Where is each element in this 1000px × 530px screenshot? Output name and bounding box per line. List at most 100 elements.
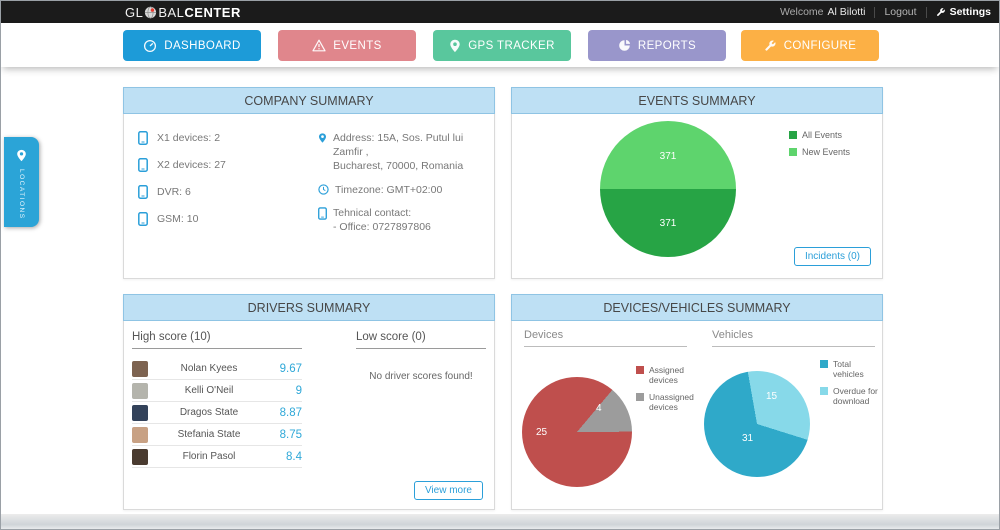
nav-label: EVENTS bbox=[333, 39, 382, 52]
driver-score: 9 bbox=[295, 384, 302, 397]
device-count-row: GSM: 10 bbox=[138, 212, 318, 226]
legend-label: Overdue for download bbox=[833, 386, 878, 406]
driver-avatar bbox=[132, 360, 148, 377]
pie-slice-value: 371 bbox=[659, 218, 677, 229]
nav-dashboard[interactable]: DASHBOARD bbox=[123, 30, 261, 61]
driver-avatar bbox=[132, 404, 148, 421]
low-score-header: Low score (0) bbox=[356, 331, 486, 349]
logout-link[interactable]: Logout bbox=[884, 6, 917, 18]
mobile-device-icon bbox=[138, 185, 148, 199]
nav-events[interactable]: EVENTS bbox=[278, 30, 416, 61]
panel-title: DRIVERS SUMMARY bbox=[123, 294, 495, 321]
logo-text-center: CENTER bbox=[184, 4, 241, 20]
device-count-row: X2 devices: 27 bbox=[138, 158, 318, 172]
events-summary-panel: EVENTS SUMMARY 371 371 All Events New Ev… bbox=[511, 87, 883, 279]
legend-label: New Events bbox=[802, 147, 851, 157]
driver-name: Nolan Kyees bbox=[180, 363, 238, 374]
legend-label: All Events bbox=[802, 130, 843, 140]
divider bbox=[874, 6, 876, 18]
driver-name: Dragos State bbox=[179, 407, 239, 418]
events-legend: All Events New Events bbox=[789, 130, 850, 157]
timezone-row: Timezone: GMT+02:00 bbox=[318, 183, 486, 197]
legend-item: Unassigned devices bbox=[636, 392, 694, 412]
vehicles-legend: Total vehicles Overdue for download bbox=[820, 359, 878, 406]
nav-label: REPORTS bbox=[637, 39, 697, 52]
device-count-row: X1 devices: 2 bbox=[138, 131, 318, 145]
driver-list-item[interactable]: Stefania State 8.75 bbox=[132, 424, 302, 446]
topbar-right: Welcome Al Bilotti Logout Settings bbox=[780, 1, 991, 23]
location-pin-icon bbox=[16, 149, 27, 162]
drivers-summary-body: High score (10) Low score (0) Nolan Kyee… bbox=[124, 321, 494, 509]
panel-title: COMPANY SUMMARY bbox=[123, 87, 495, 114]
pie-slice-value: 31 bbox=[742, 433, 754, 444]
nav-label: CONFIGURE bbox=[783, 39, 857, 52]
no-scores-message: No driver scores found! bbox=[369, 371, 473, 382]
device-count-text: DVR: 6 bbox=[157, 186, 191, 198]
nav-reports[interactable]: REPORTS bbox=[588, 30, 726, 61]
legend-item: All Events bbox=[789, 130, 850, 140]
location-pin-icon bbox=[318, 132, 327, 144]
device-count-text: GSM: 10 bbox=[157, 213, 199, 225]
top-bar: GL BAL CENTER Welcome Al Bilotti Logout bbox=[1, 1, 999, 23]
legend-item: Total vehicles bbox=[820, 359, 878, 379]
panel-title: DEVICES/VEHICLES SUMMARY bbox=[511, 294, 883, 321]
nav-configure[interactable]: CONFIGURE bbox=[741, 30, 879, 61]
address-line2: Bucharest, 70000, Romania bbox=[333, 160, 464, 173]
legend-item: Overdue for download bbox=[820, 386, 878, 406]
driver-name: Florin Pasol bbox=[182, 451, 236, 462]
legend-swatch bbox=[820, 387, 828, 395]
view-more-button[interactable]: View more bbox=[413, 481, 483, 500]
legend-swatch bbox=[636, 366, 644, 374]
driver-score: 9.67 bbox=[279, 362, 302, 375]
nav-gps-tracker[interactable]: GPS TRACKER bbox=[433, 30, 571, 61]
globe-icon bbox=[144, 6, 157, 19]
device-counts: X1 devices: 2 X2 devices: 27 DVR: 6 GSM:… bbox=[138, 131, 318, 234]
driver-list-item[interactable]: Dragos State 8.87 bbox=[132, 402, 302, 424]
incidents-button[interactable]: Incidents (0) bbox=[793, 247, 871, 266]
legend-item: New Events bbox=[789, 147, 850, 157]
driver-list-item[interactable]: Florin Pasol 8.4 bbox=[132, 446, 302, 468]
device-count-row: DVR: 6 bbox=[138, 185, 318, 199]
driver-score: 8.87 bbox=[279, 406, 302, 419]
logo-text-bal: BAL bbox=[158, 4, 185, 20]
main-nav: DASHBOARD EVENTS GPS TRACKER bbox=[1, 23, 999, 67]
devices-header: Devices bbox=[524, 329, 687, 347]
locations-tab[interactable]: LOCATIONS bbox=[4, 137, 39, 227]
company-summary-body: X1 devices: 2 X2 devices: 27 DVR: 6 GSM:… bbox=[124, 114, 494, 234]
events-pie-chart: 371 371 bbox=[600, 121, 736, 257]
devices-vehicles-panel: DEVICES/VEHICLES SUMMARY Devices Vehicle… bbox=[511, 294, 883, 510]
divider bbox=[925, 6, 927, 18]
settings-button[interactable]: Settings bbox=[936, 6, 991, 18]
phone-icon bbox=[318, 206, 327, 220]
settings-label: Settings bbox=[949, 6, 991, 18]
pie-slice-value: 25 bbox=[536, 427, 548, 438]
pie-slice-value: 15 bbox=[766, 391, 778, 402]
panel-title: EVENTS SUMMARY bbox=[511, 87, 883, 114]
gauge-icon bbox=[143, 39, 157, 53]
mobile-device-icon bbox=[138, 131, 148, 145]
legend-swatch bbox=[820, 360, 828, 368]
legend-swatch bbox=[789, 148, 797, 156]
address-line1: Address: 15A, Sos. Putul lui Zamfir , bbox=[333, 132, 464, 159]
pie-slice-value: 4 bbox=[596, 403, 602, 414]
pie-slice-value: 371 bbox=[659, 151, 677, 162]
nav-label: GPS TRACKER bbox=[468, 39, 555, 52]
driver-list-item[interactable]: Kelli O'Neil 9 bbox=[132, 380, 302, 402]
welcome-label: Welcome bbox=[779, 6, 824, 18]
contact-text: Tehnical contact: - Office: 0727897806 bbox=[333, 206, 431, 234]
legend-label: Unassigned devices bbox=[649, 392, 694, 412]
driver-list-item[interactable]: Nolan Kyees 9.67 bbox=[132, 358, 302, 380]
driver-score: 8.75 bbox=[279, 428, 302, 441]
mobile-device-icon bbox=[138, 212, 148, 226]
legend-swatch bbox=[789, 131, 797, 139]
pie-chart-icon bbox=[618, 39, 631, 52]
company-info: Address: 15A, Sos. Putul lui Zamfir , Bu… bbox=[318, 131, 486, 234]
driver-avatar bbox=[132, 382, 148, 399]
driver-avatar bbox=[132, 448, 148, 465]
events-summary-body: 371 371 All Events New Events Incidents … bbox=[512, 114, 882, 278]
legend-item: Assigned devices bbox=[636, 365, 692, 385]
high-score-header: High score (10) bbox=[132, 331, 302, 349]
footer-strip bbox=[1, 514, 999, 529]
contact-row: Tehnical contact: - Office: 0727897806 bbox=[318, 206, 486, 234]
